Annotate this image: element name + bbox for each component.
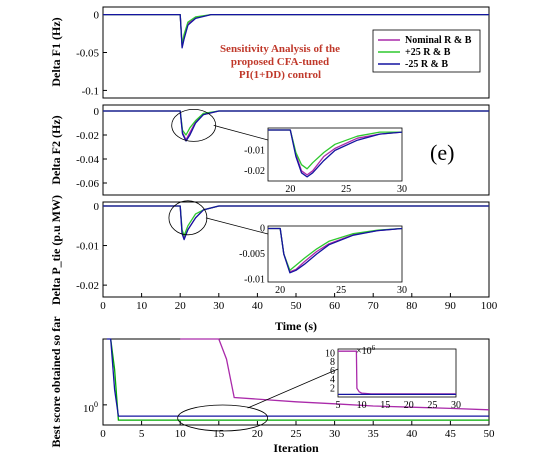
p2-inset-series-3 [268,129,403,178]
panel-3-xlabel: Time (s) [275,319,317,333]
p4-series-3 [106,338,489,417]
p3-xtick-label-2: 20 [175,300,187,312]
p3-inset-series-3 [268,227,403,274]
p2-inset-xtick-2: 30 [397,184,407,195]
panel-label-e: (e) [430,140,454,165]
p1-ytick-label-2: -0.1 [82,85,99,97]
p3-xtick-label-3: 30 [213,300,225,312]
p1-series-3 [103,13,489,49]
p4-inset-ytick-2: 6 [330,366,335,377]
p4-inset-ytick-4: 10 [325,348,335,359]
p4-xtick-label-6: 30 [329,428,341,440]
p2-inset-xtick-1: 25 [341,184,351,195]
p3-xtick-label-6: 60 [329,300,341,312]
p3-xtick-label-5: 50 [291,300,303,312]
p3-xtick-label-1: 10 [136,300,148,312]
p4-inset-ytick-3: 8 [330,357,335,368]
p3-ytick-label-2: -0.02 [76,280,99,292]
p4-xtick-label-3: 15 [213,428,225,440]
p4-inset-xtick-0: 5 [336,400,341,411]
p4-inset-xtick-5: 30 [451,400,461,411]
legend: Nominal R & B +25 R & B -25 R & B [372,29,481,73]
p2-inset-ytick-1: -0.02 [244,166,265,177]
p2-inset-xtick-0: 20 [285,184,295,195]
p3-xtick-label-8: 80 [406,300,418,312]
p4-inset-xtick-2: 15 [380,400,390,411]
panel-1-ylabel: Delta F1 (Hz) [49,17,63,86]
p3-inset-ytick-0: 0 [260,224,265,235]
p4-inset-ytick-0: 2 [330,383,335,394]
legend-label-minus25: -25 R & B [405,59,448,70]
p3-inset-xtick-1: 25 [336,285,346,296]
p2-ytick-label-1: -0.02 [76,130,99,142]
p3-inset-frame [267,225,403,283]
p3-inset-xtick-2: 30 [397,285,407,296]
p4-inset-xtick-1: 10 [357,400,367,411]
p4-xtick-label-1: 5 [139,428,145,440]
annotation-line-1: Sensitivity Analysis of the [220,43,340,55]
p3-xtick-label-0: 0 [100,300,106,312]
p4-inset-xtick-4: 25 [427,400,437,411]
p3-inset-ytick-2: -0.01 [244,274,265,285]
p4-xtick-label-9: 45 [445,428,457,440]
p3-inset-xtick-0: 20 [275,285,285,296]
p4-zoom-ellipse [177,404,269,432]
p3-xtick-label-10: 100 [481,300,498,312]
panel-4-ytick-log: 100 [83,400,98,415]
p4-zoom-arrow [247,368,339,409]
p4-inset-ytick-1: 4 [330,375,335,386]
annotation-line-3: PI(1+DD) control [239,69,321,81]
p4-series-2 [110,338,489,421]
p2-inset-ytick-0: -0.01 [244,145,265,156]
p2-ytick-label-3: -0.06 [76,178,99,190]
p2-series-3 [103,110,489,142]
legend-label-nominal: Nominal R & B [405,35,472,46]
panel-2-frame [102,104,490,196]
p3-xtick-label-7: 70 [368,300,380,312]
p3-ytick-label-0: 0 [94,201,100,213]
p3-ytick-label-1: -0.01 [76,241,99,253]
panel-4-ylabel: Best score obtained so far [49,316,63,448]
p4-series-1 [180,338,490,411]
p3-xtick-label-4: 40 [252,300,264,312]
p4-inset-xtick-3: 20 [404,400,414,411]
p2-zoom-arrow [213,125,269,141]
p4-xtick-label-0: 0 [100,428,106,440]
p2-ytick-label-0: 0 [94,106,100,118]
legend-box [372,29,481,73]
p3-xtick-label-9: 90 [445,300,457,312]
inset-4-exponent: ×106 [356,344,376,357]
p2-inset-frame [267,127,403,182]
p4-xtick-label-2: 10 [175,428,187,440]
panel-3-ylabel: Delta P_tie (p.u MW) [49,195,63,305]
panel-2-ylabel: Delta F2 (Hz) [49,115,63,184]
p4-xtick-label-7: 35 [368,428,380,440]
panel-4-xlabel: Iteration [273,441,319,455]
legend-label-plus25: +25 R & B [405,47,451,58]
p2-ytick-label-2: -0.04 [76,154,99,166]
p3-zoom-arrow [205,217,269,235]
p3-series-3 [103,205,489,241]
annotation-line-2: proposed CFA-tuned [231,56,329,68]
p4-xtick-label-10: 50 [484,428,496,440]
p3-inset-ytick-1: -0.005 [239,249,265,260]
p2-zoom-ellipse [171,109,217,142]
p1-ytick-label-0: 0 [94,10,100,22]
p1-ytick-label-1: -0.05 [76,48,99,60]
p4-xtick-label-4: 20 [252,428,264,440]
p4-xtick-label-8: 40 [406,428,418,440]
p4-xtick-label-5: 25 [291,428,303,440]
